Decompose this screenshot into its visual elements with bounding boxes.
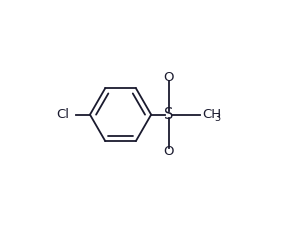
Text: O: O — [163, 145, 174, 158]
Text: S: S — [164, 107, 173, 122]
Text: Cl: Cl — [56, 108, 69, 121]
Text: CH: CH — [203, 108, 222, 121]
Text: 3: 3 — [215, 114, 221, 123]
Text: O: O — [163, 72, 174, 84]
